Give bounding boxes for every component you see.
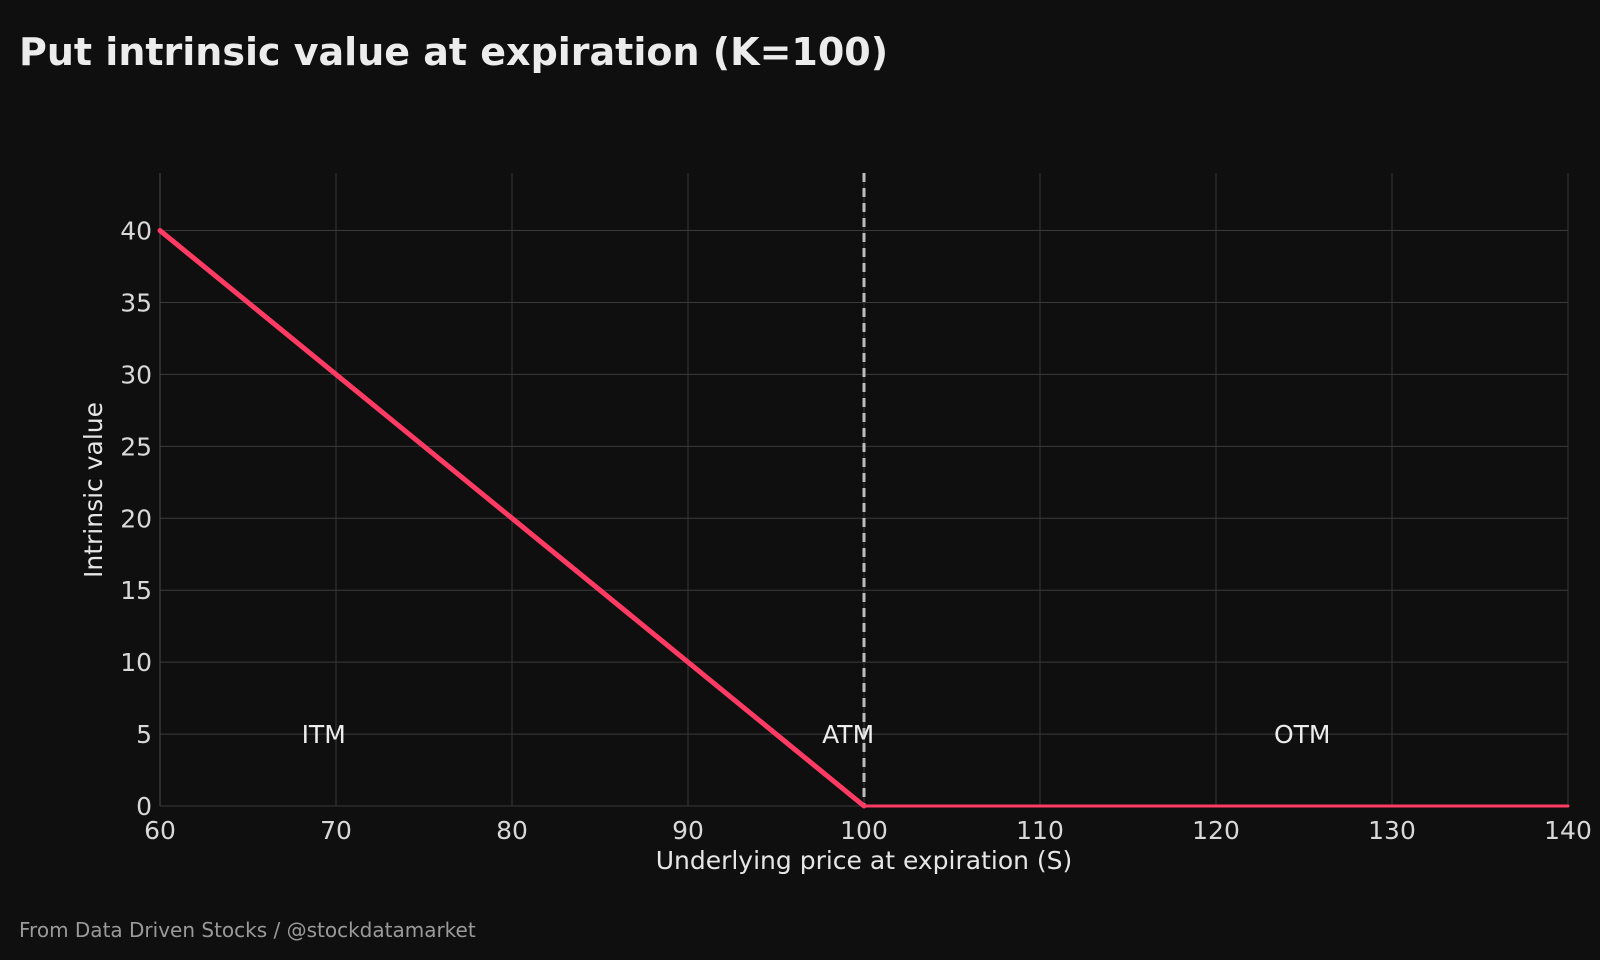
y-tick-label: 40	[120, 217, 152, 246]
zone-label-atm: ATM	[822, 720, 874, 749]
x-tick-label: 120	[1192, 816, 1240, 845]
x-tick-label: 60	[144, 816, 176, 845]
y-tick-label: 30	[120, 360, 152, 389]
y-tick-label: 10	[120, 648, 152, 677]
y-tick-label: 35	[120, 288, 152, 317]
chart-ticks: 60 70 80 90 100 110 120 130 140 0 5 10 15 20 25 30 35 40	[120, 217, 1592, 845]
zone-label-itm: ITM	[302, 720, 346, 749]
y-axis-label: Intrinsic value	[79, 402, 108, 578]
y-tick-label: 0	[136, 792, 152, 821]
x-tick-label: 100	[840, 816, 888, 845]
x-tick-label: 140	[1544, 816, 1592, 845]
y-tick-label: 20	[120, 504, 152, 533]
zone-label-otm: OTM	[1274, 720, 1331, 749]
x-tick-label: 110	[1016, 816, 1064, 845]
y-tick-label: 5	[136, 720, 152, 749]
x-tick-label: 130	[1368, 816, 1416, 845]
payoff-line-slope	[157, 228, 867, 809]
footer-credit: From Data Driven Stocks / @stockdatamark…	[19, 918, 476, 942]
y-tick-label: 15	[120, 576, 152, 605]
x-tick-label: 80	[496, 816, 528, 845]
chart-title: Put intrinsic value at expiration (K=100…	[19, 30, 889, 74]
x-tick-label: 90	[672, 816, 704, 845]
chart-annotations: ITM ATM OTM	[302, 720, 1331, 749]
y-tick-label: 25	[120, 432, 152, 461]
chart-series	[157, 173, 1570, 809]
x-tick-label: 70	[320, 816, 352, 845]
x-axis-label: Underlying price at expiration (S)	[656, 846, 1073, 875]
